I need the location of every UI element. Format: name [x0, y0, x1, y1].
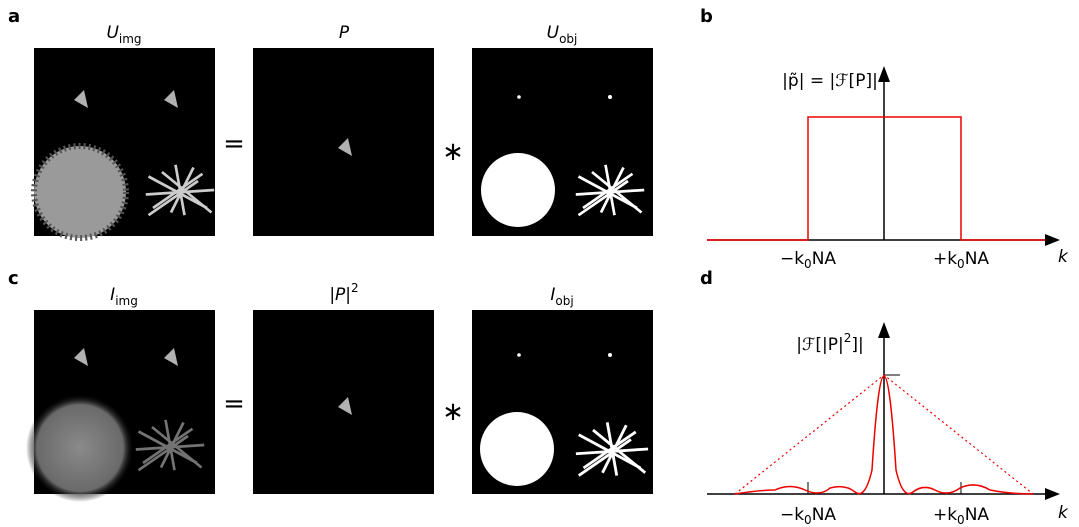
image-title: P: [339, 23, 350, 43]
tick-text: NA: [965, 505, 990, 525]
image-title: Iimg: [110, 285, 138, 308]
image: [253, 48, 434, 236]
panel-label: b: [700, 6, 713, 27]
superscript: 2: [844, 331, 852, 345]
axis-label: k: [1058, 247, 1069, 267]
subscript: 0: [957, 257, 965, 271]
tick-text: NA: [965, 249, 990, 269]
symbol: U: [547, 23, 560, 43]
symbol: I: [550, 285, 555, 305]
subscript: img: [115, 294, 138, 308]
symbol: U: [106, 23, 119, 43]
panel-label: d: [700, 268, 713, 289]
label-text: ]|: [851, 335, 863, 355]
tick-label: −k0NA: [780, 505, 836, 527]
image-title: Uobj: [547, 23, 578, 46]
operator: =: [223, 129, 245, 159]
tick-label: −k0NA: [780, 249, 836, 271]
plot: [707, 322, 1060, 500]
superscript: 2: [351, 281, 359, 295]
symbol: I: [110, 285, 115, 305]
image-title: Uimg: [106, 23, 141, 46]
tick-label: +k0NA: [933, 505, 989, 527]
image: [26, 310, 215, 502]
tick-text: −k: [780, 249, 804, 269]
subscript: 0: [804, 513, 812, 527]
axis-label: k: [1058, 503, 1069, 523]
label-text: |ℱ[|P|: [796, 335, 843, 355]
axis-label: |ℱ[|P|2]|: [796, 331, 863, 355]
subscript: obj: [555, 294, 573, 308]
tick-text: NA: [812, 505, 837, 525]
image: [472, 48, 653, 236]
tick-text: −k: [780, 505, 804, 525]
symbol: |P|: [329, 285, 351, 305]
tick-label: +k0NA: [933, 249, 989, 271]
tick-text: NA: [812, 249, 837, 269]
image-title: |P|2: [329, 281, 358, 305]
plot: [707, 66, 1060, 246]
operator: ∗: [442, 397, 464, 427]
panel-label: a: [8, 6, 20, 27]
panel-label: c: [8, 268, 19, 289]
axis-label: |p̃| = |ℱ[P]|: [782, 71, 878, 91]
image-title: Iobj: [550, 285, 573, 308]
subscript: 0: [957, 513, 965, 527]
operator: ∗: [442, 137, 464, 167]
image: [31, 48, 216, 241]
image: [253, 310, 434, 494]
tick-text: +k: [933, 249, 957, 269]
image: [472, 310, 653, 494]
subscript: 0: [804, 257, 812, 271]
operator: =: [223, 389, 245, 419]
subscript: obj: [559, 32, 577, 46]
subscript: img: [119, 32, 142, 46]
tick-text: +k: [933, 505, 957, 525]
